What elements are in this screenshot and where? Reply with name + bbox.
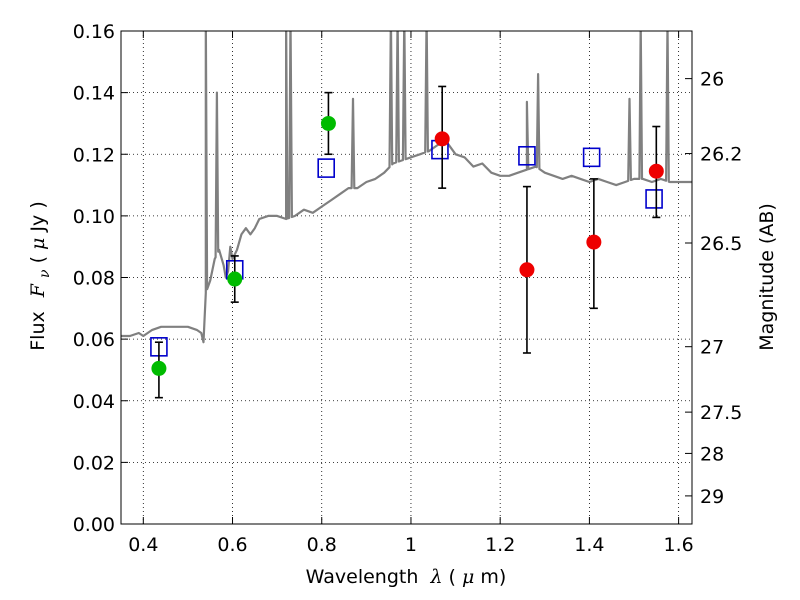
spectrum-line	[121, 31, 692, 344]
model-square-point	[317, 158, 336, 178]
y-tick-label: 0.12	[73, 144, 115, 166]
x-tick-label: 1.2	[485, 534, 515, 556]
x-tick-label: 1.6	[664, 534, 694, 556]
plot-area	[121, 31, 692, 399]
model-square-point	[645, 189, 663, 209]
y-tick-label: 0.14	[73, 83, 115, 105]
x-axis-label: Wavelength λ ( μ m)	[306, 566, 507, 588]
x-tick-label: 1.4	[574, 534, 604, 556]
green-observed-point	[227, 271, 243, 287]
green-observed-point	[320, 115, 336, 131]
y2-tick-label: 27	[700, 337, 724, 359]
y-tick-label: 0.16	[73, 21, 115, 43]
plot-frame	[120, 30, 693, 525]
model-square-point	[582, 147, 601, 168]
y2-axis-label: Magnitude (AB)	[756, 203, 778, 351]
y2-tick-label: 26.2	[700, 144, 742, 166]
y2-tick-label: 28	[700, 443, 724, 465]
y-tick-label: 0.08	[73, 268, 115, 290]
red-observed-point	[519, 262, 535, 278]
y-axis-label: Flux F ν ( μ Jy )	[27, 201, 54, 351]
axis-ticks: 0.4 0.6 0.8 1 1.2 1.4 1.6 0.00 0.02 0.04 0.06 0.08 0…	[73, 21, 743, 556]
y2-tick-label: 26.5	[700, 233, 742, 255]
y-tick-label: 0.00	[73, 514, 115, 536]
y-tick-label: 0.02	[73, 452, 115, 474]
y2-tick-label: 29	[700, 486, 724, 508]
y-tick-label: 0.04	[73, 391, 115, 413]
x-tick-label: 1	[405, 534, 417, 556]
x-tick-label: 0.8	[307, 534, 337, 556]
y2-tick-label: 27.5	[700, 402, 742, 424]
red-observed-point	[586, 234, 602, 250]
model-square-point	[518, 145, 536, 166]
red-observed-point	[434, 131, 450, 147]
y-tick-label: 0.06	[73, 329, 115, 351]
x-tick-label: 0.6	[217, 534, 247, 556]
x-tick-label: 0.4	[128, 534, 158, 556]
red-observed-point	[648, 163, 664, 179]
y2-tick-label: 26	[700, 69, 724, 91]
green-observed-point	[151, 360, 167, 376]
y-tick-label: 0.10	[73, 206, 115, 228]
